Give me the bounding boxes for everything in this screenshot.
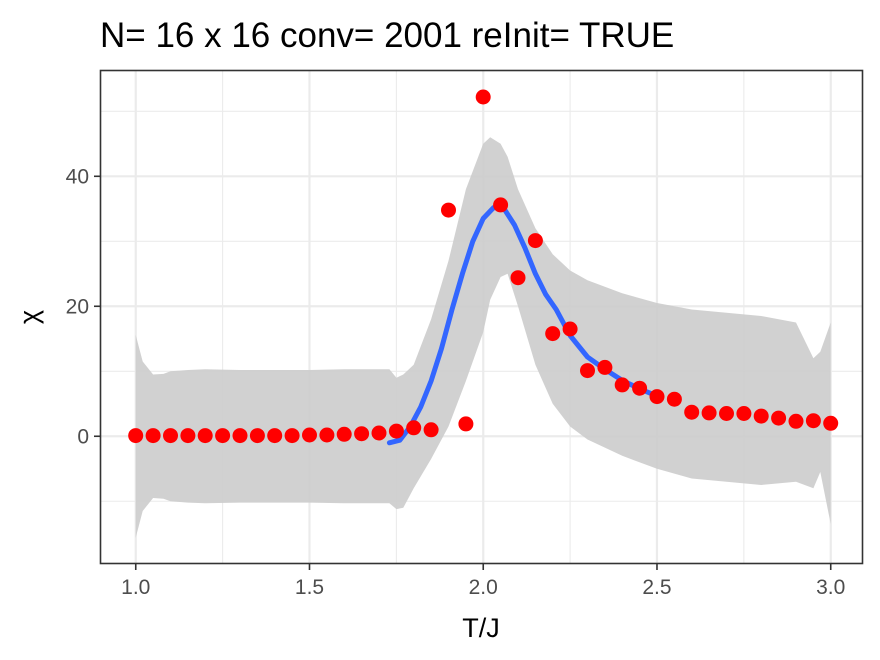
data-point: [666, 391, 682, 407]
data-point: [371, 425, 387, 441]
data-point: [597, 359, 613, 375]
data-point: [458, 416, 474, 432]
data-point: [180, 428, 196, 444]
data-points-layer: [128, 89, 839, 444]
data-point: [823, 415, 839, 431]
data-point: [388, 423, 404, 439]
y-axis: 0 20 40: [66, 165, 101, 448]
data-point: [319, 427, 335, 443]
data-point: [771, 410, 787, 426]
data-point: [684, 404, 700, 420]
x-axis-title: T/J: [462, 613, 500, 643]
data-point: [232, 428, 248, 444]
plot-panel-border: [99, 69, 864, 565]
data-point: [736, 406, 752, 421]
data-point: [128, 428, 144, 444]
data-point: [406, 420, 422, 436]
y-tick-label: 20: [66, 295, 89, 318]
data-point: [527, 233, 543, 249]
x-tick-label: 1.0: [121, 576, 150, 599]
y-tick-label: 40: [66, 165, 89, 188]
data-point: [302, 427, 317, 443]
data-point: [423, 422, 439, 438]
data-point: [475, 89, 491, 105]
x-tick-label: 1.5: [295, 576, 324, 599]
data-point: [805, 413, 821, 429]
data-point: [354, 426, 370, 442]
data-point: [336, 426, 352, 442]
data-point: [719, 406, 734, 421]
data-point: [562, 321, 578, 337]
x-axis: 1.0 1.5 2.0 2.5 3.0: [121, 563, 845, 599]
data-point: [145, 428, 161, 444]
data-point: [510, 270, 526, 286]
x-tick-label: 3.0: [816, 576, 845, 599]
data-point: [249, 428, 265, 444]
data-point: [197, 428, 213, 444]
data-point: [788, 413, 804, 429]
data-point: [580, 363, 595, 379]
x-tick-label: 2.5: [642, 576, 671, 599]
data-point: [614, 377, 630, 393]
y-axis-title: χ: [14, 310, 44, 324]
chart-title: N= 16 x 16 conv= 2001 reInit= TRUE: [100, 16, 674, 55]
data-point: [753, 408, 769, 424]
data-point: [163, 428, 178, 444]
data-point: [545, 326, 561, 342]
data-point: [284, 428, 300, 444]
data-point: [493, 197, 509, 213]
data-point: [649, 389, 665, 405]
data-point: [441, 202, 456, 218]
x-tick-label: 2.0: [469, 576, 498, 599]
data-point: [215, 428, 231, 444]
data-point: [632, 380, 648, 396]
y-tick-label: 0: [77, 425, 89, 448]
data-point: [267, 428, 283, 444]
data-point: [701, 405, 717, 421]
